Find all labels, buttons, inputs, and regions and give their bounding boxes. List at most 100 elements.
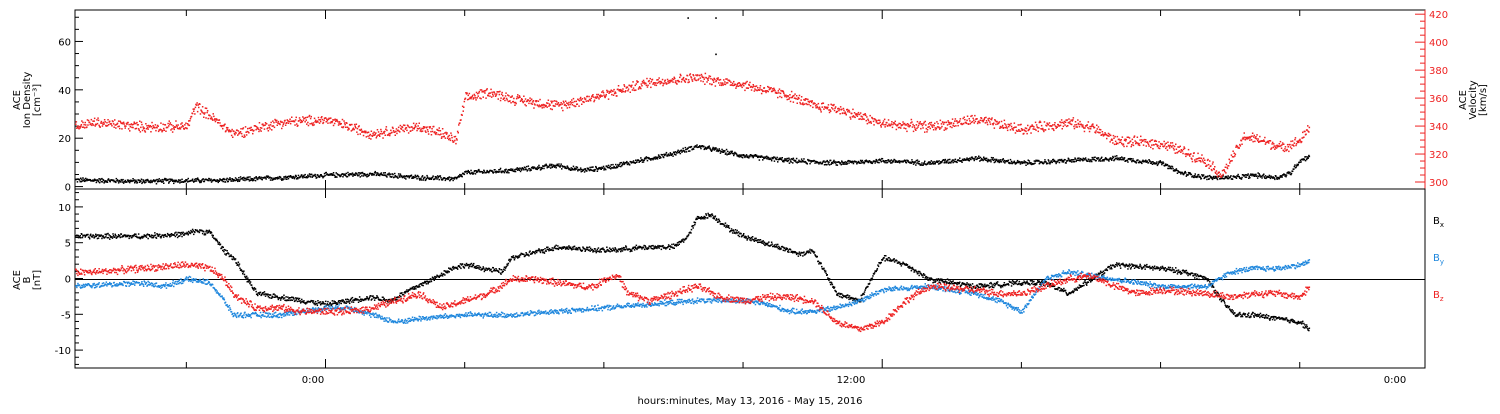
velocity-point <box>290 123 292 125</box>
density-point <box>223 181 225 183</box>
velocity-point <box>993 123 995 125</box>
velocity-point <box>1121 143 1123 145</box>
velocity-point <box>509 100 511 102</box>
velocity-point <box>76 121 78 123</box>
velocity-point <box>1009 124 1011 126</box>
velocity-point <box>780 93 782 95</box>
velocity-point <box>906 131 908 133</box>
velocity-point <box>419 127 421 128</box>
velocity-point <box>753 86 755 88</box>
velocity-point <box>823 108 825 110</box>
velocity-point <box>946 128 948 130</box>
density-point <box>970 159 972 161</box>
velocity-point <box>140 127 142 129</box>
density-point <box>830 164 832 166</box>
velocity-point <box>717 77 719 79</box>
velocity-point <box>1065 122 1067 124</box>
velocity-point <box>1308 131 1310 133</box>
velocity-point <box>561 107 563 109</box>
velocity-point <box>1084 127 1086 129</box>
velocity-point <box>174 129 176 131</box>
density-point <box>259 176 261 178</box>
density-point <box>975 156 977 158</box>
velocity-point <box>1026 133 1028 135</box>
velocity-point <box>243 127 245 129</box>
velocity-point <box>356 124 358 126</box>
velocity-point <box>136 122 138 124</box>
density-point <box>333 172 335 174</box>
velocity-point <box>989 121 991 123</box>
velocity-point <box>1092 123 1094 125</box>
velocity-point <box>827 107 829 109</box>
density-point <box>1237 174 1239 176</box>
density-point <box>1261 177 1263 179</box>
velocity-point <box>170 122 172 124</box>
bx-point <box>272 296 274 298</box>
density-point <box>687 17 689 19</box>
density-point <box>1136 162 1138 164</box>
velocity-point <box>142 130 144 132</box>
density-point <box>1295 167 1297 169</box>
density-point <box>930 162 932 164</box>
velocity-point <box>1180 152 1182 154</box>
velocity-point <box>398 127 400 129</box>
velocity-point <box>935 129 937 131</box>
bx-point <box>283 295 285 297</box>
velocity-point <box>588 96 590 98</box>
density-point <box>324 175 326 177</box>
density-point <box>145 181 147 183</box>
velocity-point <box>1210 165 1212 167</box>
velocity-point <box>566 105 568 107</box>
velocity-point <box>1252 133 1254 135</box>
bx-point <box>245 277 247 279</box>
velocity-point <box>176 126 178 128</box>
velocity-point <box>565 101 567 103</box>
velocity-point <box>1207 159 1209 161</box>
density-point <box>530 169 532 171</box>
velocity-point <box>478 95 480 97</box>
velocity-point <box>843 110 845 112</box>
velocity-point <box>437 134 439 136</box>
density-point <box>248 176 250 178</box>
velocity-point <box>230 130 232 132</box>
density-point <box>792 162 794 164</box>
velocity-point <box>590 100 592 102</box>
velocity-point <box>473 97 475 99</box>
density-point <box>924 161 926 163</box>
velocity-point <box>1190 153 1192 155</box>
density-point <box>288 178 290 180</box>
density-point <box>1065 162 1067 164</box>
density-point <box>1198 174 1200 176</box>
density-point <box>1212 179 1214 181</box>
velocity-point <box>891 123 893 125</box>
velocity-point <box>440 130 442 132</box>
velocity-point <box>854 112 856 114</box>
velocity-point <box>840 106 842 108</box>
bx-point <box>163 236 165 238</box>
velocity-point <box>232 137 234 139</box>
velocity-point <box>152 125 154 127</box>
density-point <box>1152 161 1154 163</box>
velocity-point <box>866 120 868 122</box>
bx-point <box>121 233 123 235</box>
density-point <box>396 176 398 178</box>
bx-point <box>228 253 230 255</box>
velocity-point <box>959 120 961 122</box>
density-point <box>733 155 735 157</box>
velocity-point <box>911 119 913 121</box>
field-tick-label: -10 <box>55 346 71 357</box>
density-point <box>1172 168 1174 170</box>
density-point <box>347 172 349 174</box>
velocity-point <box>820 109 822 111</box>
velocity-point <box>727 82 729 84</box>
velocity-point <box>560 104 562 106</box>
bx-point <box>293 298 295 300</box>
velocity-point <box>569 107 571 109</box>
velocity-point <box>480 98 482 100</box>
velocity-point <box>315 120 317 122</box>
velocity-point <box>951 122 953 124</box>
density-point <box>643 160 645 162</box>
velocity-point <box>944 129 946 131</box>
